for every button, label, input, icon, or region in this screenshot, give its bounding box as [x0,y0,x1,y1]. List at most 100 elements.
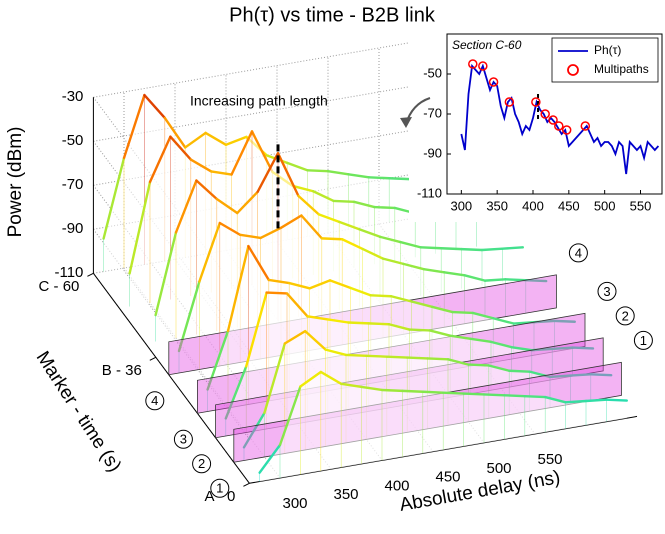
marker-label: 4 [151,393,158,408]
slice-segment [317,213,341,224]
inset-chart: Section C-60 -50 -70 -90 -110 300 350 400 450 500… [409,28,664,222]
multipath-point [478,61,488,71]
slice-segment [419,246,443,250]
marker-label: 1 [216,481,223,496]
slice-segment [369,294,393,298]
tick-mark [243,482,250,487]
slice-segment [399,240,422,249]
slice-segment [328,279,352,290]
slice-segment [297,194,320,216]
marker-label: 2 [198,456,205,471]
multipath-point [504,97,515,107]
marker-circle [173,429,193,449]
marker-label: 4 [575,245,582,260]
y-tick-label: -110 [417,185,442,200]
slice-segment [352,200,376,209]
slice-segment [324,348,348,357]
slice-segment [304,329,327,351]
x-tick-label: 300 [282,495,307,512]
x-tick-label: 500 [594,198,616,213]
slice-segment [341,238,364,251]
slice-segment [387,323,411,331]
slice-segment [408,328,431,332]
tick-mark [149,356,157,361]
slice-segment [238,233,262,240]
slice-segment [332,199,356,204]
slice-segment [122,93,146,160]
slice-segment [148,135,172,184]
slice-segment [306,169,330,173]
z-tick-label: -50 [62,132,84,149]
slice-segment [469,337,493,344]
slice-segment [230,130,254,176]
slice-segment [235,190,259,215]
slice-segment [483,278,507,282]
marker-circle [597,281,617,301]
slice-segment [183,131,207,149]
slice-segment [378,235,402,244]
marker-circle [568,243,588,263]
x-tick-label: 450 [435,469,460,486]
x-tick-label: 400 [384,477,409,494]
slice-segment [446,358,470,366]
slice-segment [258,443,282,474]
slice-segment [467,363,490,367]
marker-circle [192,454,212,474]
x-tick-label: 500 [486,460,511,477]
slice-segment [440,247,463,251]
slice-segment [489,340,513,349]
slice-segment [367,176,391,180]
slice-segment [209,170,233,176]
slice-segment [267,278,291,285]
slice-segment [430,305,454,314]
slice-segment [308,279,332,290]
slice-segment [569,373,592,377]
slice-segment [195,179,219,201]
slice-segment [169,135,193,161]
slice-segment [492,317,515,325]
slice-segment [482,393,506,397]
slice-segment [259,226,283,240]
slice-segment [361,247,385,260]
slice-segment [163,116,187,149]
y-tick-label: -50 [423,65,442,80]
slice-segment [553,319,576,323]
slice-segment [480,247,504,252]
slice-segment [523,394,547,399]
slice-segment [320,237,344,241]
multipath-point [540,109,550,119]
slice-segment [250,130,274,174]
annotation: Increasing path length [190,93,328,109]
slice-segment [218,221,242,237]
x-tick-label: 450 [558,198,580,213]
legend-label: Ph(τ) [594,43,621,57]
marker-circle [615,306,635,326]
slice-segment [224,135,248,147]
slice-segment [390,295,413,303]
slice-segment [278,385,302,447]
slice-segment [524,278,548,283]
slice-segment [154,231,178,317]
x-tick-label: 550 [630,198,652,213]
z-tick-label: -110 [54,264,83,281]
slice-segment [306,315,329,321]
slice-segment [462,392,486,396]
slice-segment [244,291,268,368]
slice-segment [189,158,213,173]
slice-segment [471,311,495,320]
slice-segment [410,300,434,308]
slice-segment [358,228,382,239]
slice-segment [548,374,572,379]
slice-segment [340,382,363,389]
slice-segment [501,246,524,250]
line-series [460,63,660,175]
slice-segment [347,321,370,325]
legend-marker [567,64,579,76]
slice-segment [510,345,533,352]
slice-segment [564,399,588,404]
slice-segment [443,271,466,277]
slice-segment [344,353,368,357]
slice-segment [204,131,228,147]
slice-segment [263,342,286,415]
